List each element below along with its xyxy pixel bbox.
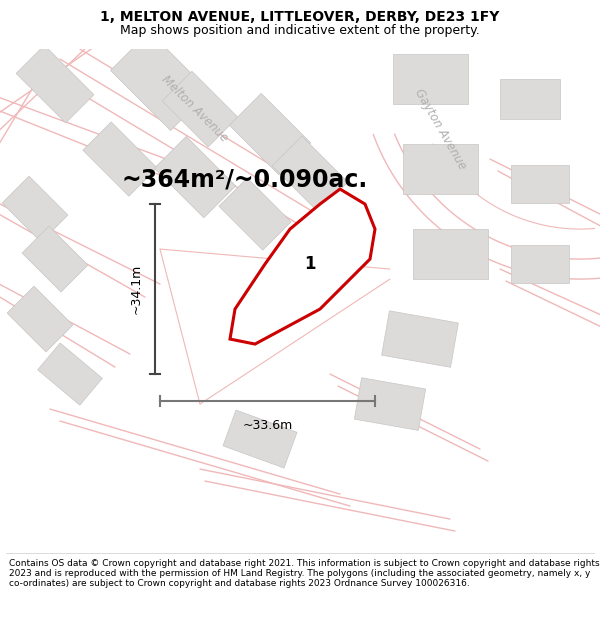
Text: ~34.1m: ~34.1m	[130, 264, 143, 314]
Text: Contains OS data © Crown copyright and database right 2021. This information is : Contains OS data © Crown copyright and d…	[9, 559, 599, 588]
Polygon shape	[219, 178, 291, 250]
Polygon shape	[22, 226, 88, 292]
Text: ~364m²/~0.090ac.: ~364m²/~0.090ac.	[122, 167, 368, 191]
Polygon shape	[511, 165, 569, 203]
Polygon shape	[355, 378, 425, 431]
Polygon shape	[382, 311, 458, 368]
Text: 1, MELTON AVENUE, LITTLEOVER, DERBY, DE23 1FY: 1, MELTON AVENUE, LITTLEOVER, DERBY, DE2…	[100, 10, 500, 24]
Text: Melton Avenue: Melton Avenue	[159, 73, 231, 145]
Polygon shape	[83, 122, 157, 196]
Text: ~33.6m: ~33.6m	[242, 419, 293, 432]
Polygon shape	[272, 136, 348, 212]
Polygon shape	[162, 71, 238, 147]
Text: 1: 1	[304, 255, 316, 273]
Polygon shape	[154, 136, 236, 218]
Polygon shape	[392, 54, 467, 104]
Polygon shape	[2, 176, 68, 242]
Polygon shape	[229, 93, 311, 175]
Polygon shape	[38, 343, 103, 405]
Polygon shape	[413, 229, 487, 279]
Polygon shape	[110, 32, 209, 131]
Polygon shape	[7, 286, 73, 352]
Text: Map shows position and indicative extent of the property.: Map shows position and indicative extent…	[120, 24, 480, 36]
Polygon shape	[16, 45, 94, 123]
Polygon shape	[511, 245, 569, 283]
Text: Gayton Avenue: Gayton Avenue	[412, 86, 469, 172]
Polygon shape	[500, 79, 560, 119]
Polygon shape	[230, 189, 375, 344]
Polygon shape	[223, 410, 297, 468]
Polygon shape	[403, 144, 478, 194]
